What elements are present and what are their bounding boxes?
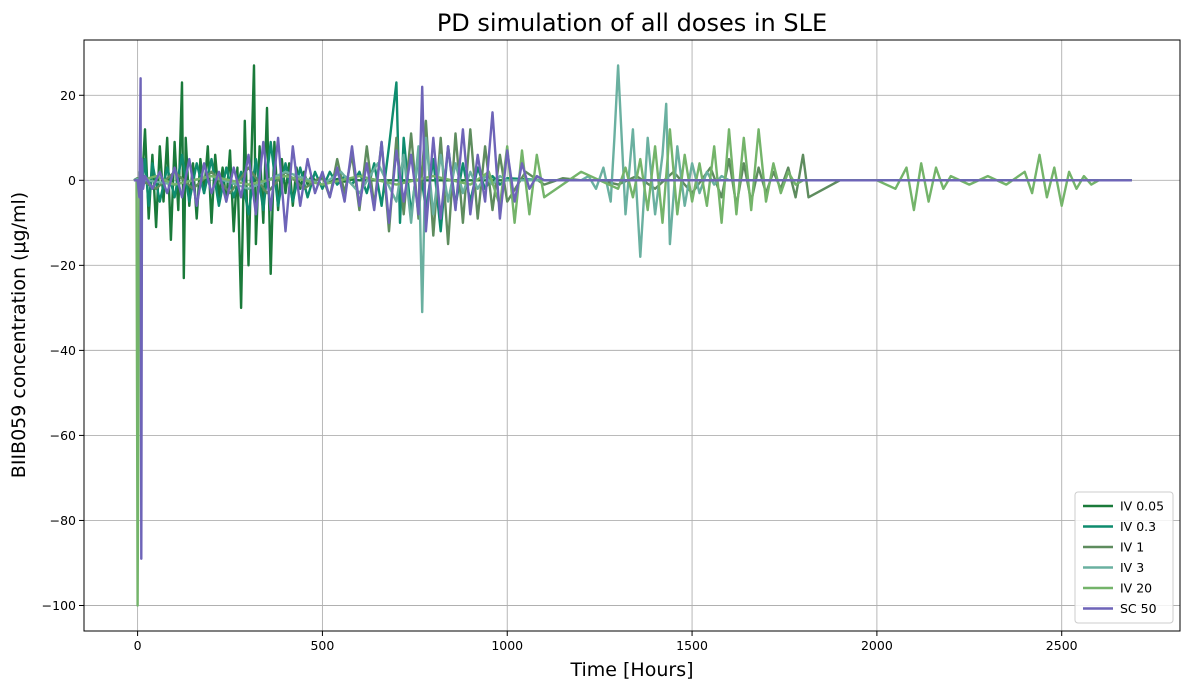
x-tick-label: 2500 — [1046, 638, 1078, 653]
legend: IV 0.05 IV 0.3 IV 1 IV 3 IV 20 SC 50 — [1074, 491, 1174, 624]
x-tick-label: 1000 — [491, 638, 523, 653]
y-axis-ticks: −100 −80 −60 −40 −20 0 20 — [42, 88, 84, 613]
y-axis-title: BIIB059 concentration (μg/ml) — [8, 192, 30, 478]
y-tick-label: −20 — [50, 258, 76, 273]
chart-title: PD simulation of all doses in SLE — [437, 9, 827, 37]
x-tick-label: 1500 — [676, 638, 708, 653]
y-tick-label: −80 — [50, 513, 76, 528]
legend-label: IV 1 — [1120, 540, 1144, 555]
legend-label: IV 0.05 — [1120, 499, 1164, 514]
y-tick-label: 20 — [60, 88, 76, 103]
legend-label: SC 50 — [1120, 601, 1157, 616]
y-tick-label: −40 — [50, 343, 76, 358]
x-tick-label: 2000 — [861, 638, 893, 653]
x-tick-label: 0 — [134, 638, 142, 653]
x-axis-title: Time [Hours] — [569, 659, 693, 681]
legend-label: IV 3 — [1120, 560, 1144, 575]
series-line-iv-20 — [133, 128, 1132, 607]
y-tick-label: −60 — [50, 428, 76, 443]
legend-label: IV 0.3 — [1120, 519, 1156, 534]
y-tick-label: −100 — [42, 598, 76, 613]
plot-area — [83, 39, 1181, 632]
x-axis-ticks: 0 500 1000 1500 2000 2500 — [134, 631, 1078, 653]
series-lines — [133, 64, 1132, 607]
series-line-sc-50 — [133, 77, 1132, 560]
legend-box — [1074, 491, 1174, 624]
legend-label: IV 20 — [1120, 581, 1152, 596]
y-tick-label: 0 — [68, 173, 76, 188]
x-tick-label: 500 — [310, 638, 334, 653]
plot-frame — [83, 39, 1181, 632]
